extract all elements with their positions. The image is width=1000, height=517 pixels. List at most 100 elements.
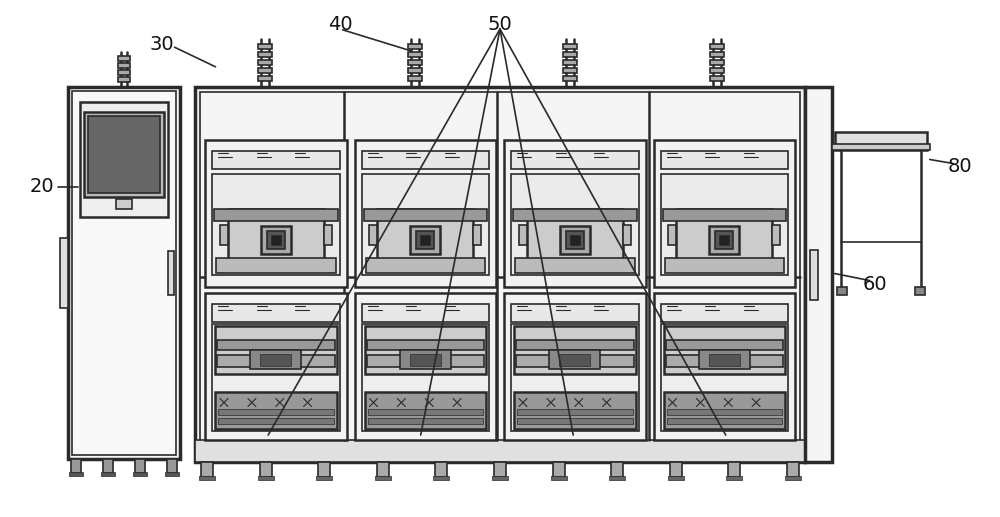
Bar <box>609 476 625 480</box>
Bar <box>72 91 176 455</box>
Bar <box>60 238 68 308</box>
Bar <box>118 63 130 68</box>
Bar <box>515 258 635 273</box>
Bar <box>362 174 489 275</box>
Bar <box>511 151 639 169</box>
Bar <box>805 87 832 462</box>
Bar <box>785 476 801 480</box>
Bar <box>217 341 334 350</box>
Bar <box>260 354 291 366</box>
Bar <box>258 60 272 65</box>
Bar <box>504 293 646 440</box>
Bar <box>258 476 274 480</box>
Bar <box>205 293 347 440</box>
Bar <box>324 224 332 245</box>
Bar <box>832 144 930 150</box>
Bar <box>553 462 565 477</box>
Bar <box>258 52 272 57</box>
Bar <box>549 350 600 369</box>
Bar <box>519 224 527 245</box>
Bar <box>362 151 489 169</box>
Bar <box>664 391 785 429</box>
Bar <box>516 355 634 367</box>
Bar <box>511 174 639 275</box>
Bar <box>560 225 590 254</box>
Bar <box>116 199 132 209</box>
Bar <box>258 44 272 49</box>
Bar <box>118 70 130 75</box>
Bar <box>666 355 783 367</box>
Bar <box>201 462 213 477</box>
Bar <box>71 459 81 473</box>
Bar <box>726 476 742 480</box>
Bar <box>68 87 180 459</box>
Bar <box>212 304 340 322</box>
Bar <box>563 52 577 57</box>
Bar <box>416 231 434 249</box>
Bar <box>516 341 634 350</box>
Bar <box>810 250 818 300</box>
Bar <box>664 258 784 273</box>
Bar <box>668 224 676 245</box>
Bar <box>214 209 338 221</box>
Bar <box>662 209 786 221</box>
Bar <box>133 472 147 476</box>
Bar <box>433 476 449 480</box>
Bar <box>410 354 441 366</box>
Bar <box>710 60 724 65</box>
Bar <box>316 476 332 480</box>
Bar <box>362 324 489 431</box>
Bar <box>364 391 486 429</box>
Bar <box>118 56 130 61</box>
Bar <box>709 354 740 366</box>
Bar <box>660 304 788 322</box>
Bar <box>660 151 788 169</box>
Bar <box>676 209 772 260</box>
Bar <box>218 409 334 415</box>
Bar <box>165 472 179 476</box>
Text: 20: 20 <box>30 177 54 196</box>
Bar <box>250 350 301 369</box>
Bar <box>366 341 484 350</box>
Bar <box>623 224 631 245</box>
Bar <box>494 462 506 477</box>
Bar <box>228 209 324 260</box>
Bar <box>103 459 113 473</box>
Bar <box>664 326 785 374</box>
Bar <box>517 418 633 424</box>
Text: 30: 30 <box>150 36 174 54</box>
Bar <box>666 409 782 415</box>
Bar <box>473 224 481 245</box>
Bar <box>199 476 215 480</box>
Bar <box>654 140 795 287</box>
Text: 80: 80 <box>948 158 972 176</box>
Bar <box>787 462 799 477</box>
Bar <box>167 459 177 473</box>
Bar <box>88 116 160 193</box>
Bar <box>514 326 636 374</box>
Bar <box>710 44 724 49</box>
Bar <box>212 151 340 169</box>
Bar <box>710 68 724 73</box>
Bar <box>563 76 577 81</box>
Bar <box>837 287 847 295</box>
Bar <box>400 350 451 369</box>
Bar <box>101 472 115 476</box>
Bar <box>215 391 336 429</box>
Bar <box>835 132 927 150</box>
Bar <box>212 174 340 275</box>
Bar <box>215 326 336 374</box>
Bar <box>362 304 489 322</box>
Bar <box>195 87 805 462</box>
Bar <box>915 287 925 295</box>
Bar <box>527 209 623 260</box>
Bar <box>80 102 168 217</box>
Bar <box>514 391 636 429</box>
Bar <box>563 60 577 65</box>
Bar <box>563 68 577 73</box>
Bar <box>654 293 795 440</box>
Bar <box>260 462 272 477</box>
Bar <box>220 224 228 245</box>
Bar <box>513 209 637 221</box>
Bar <box>420 235 430 245</box>
